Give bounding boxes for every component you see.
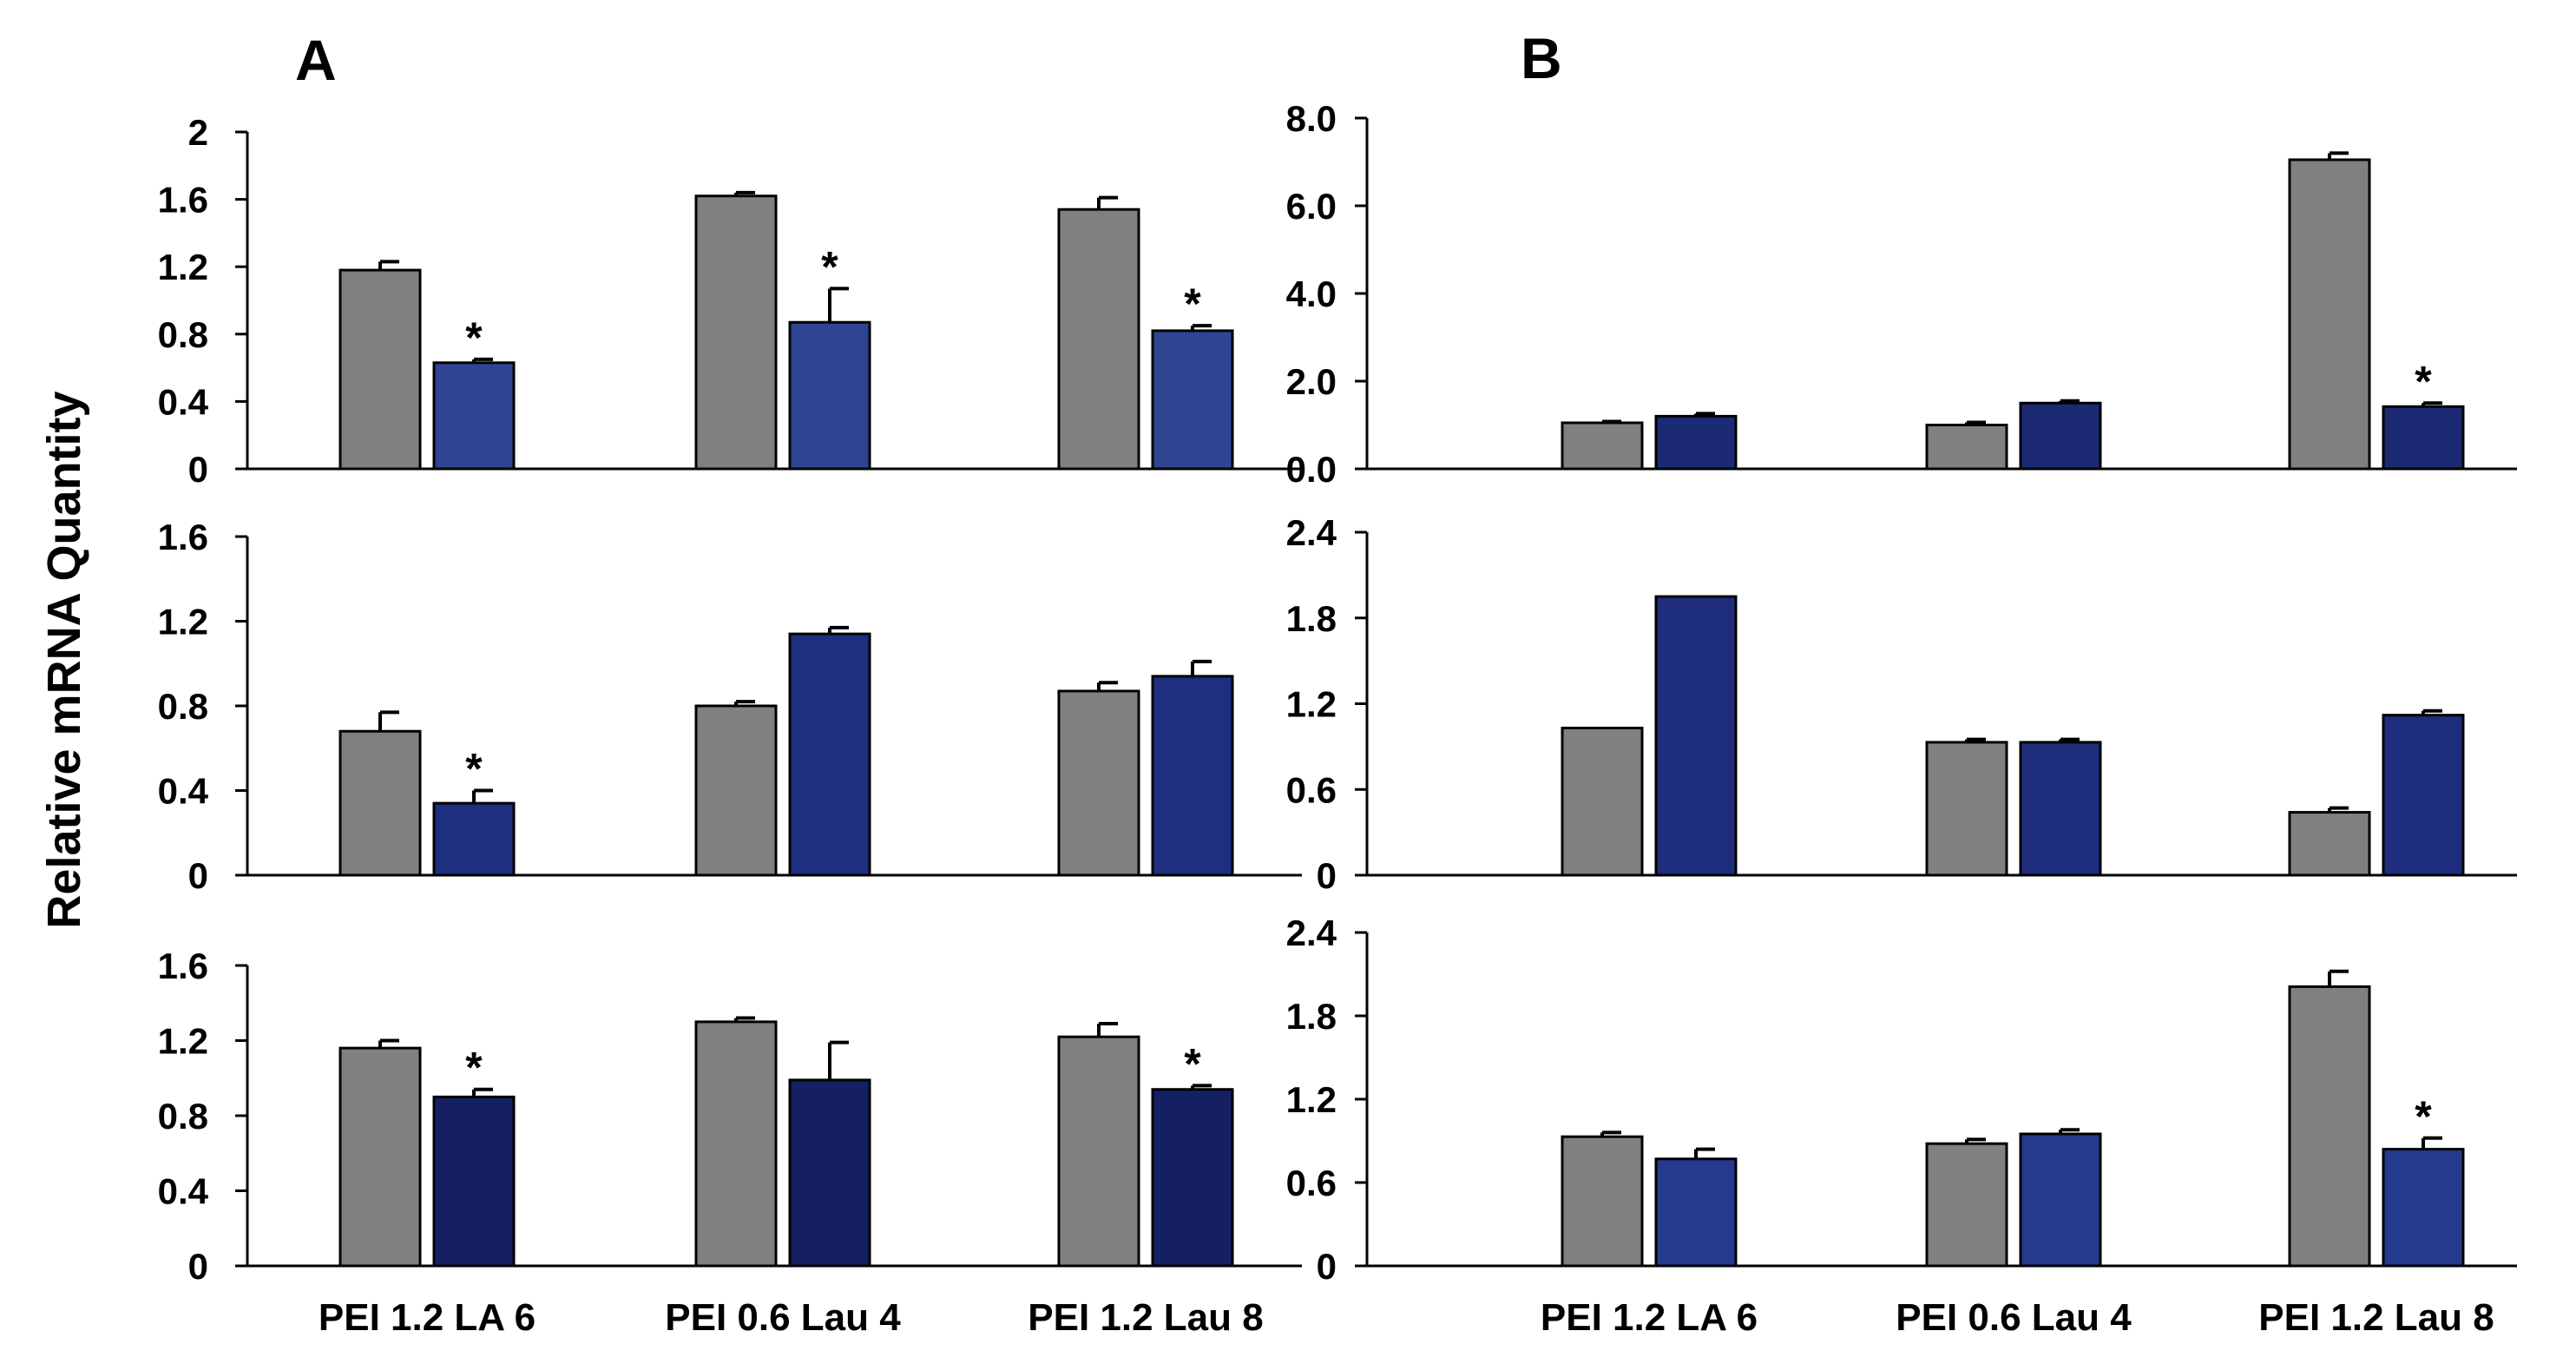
y-tick-label-a3-4: 1.6 [158,946,208,986]
x-tick-label-a-3: PEI 1.2 Lau 8 [1028,1296,1263,1339]
chart-b1: 0.0 2.0 4.0 6.0 8.0 * [1286,98,2517,490]
bar-b2-s2-c1 [1654,595,1738,877]
y-tick-label-a1-3: 1.2 [158,247,208,287]
y-tick-label-a3-3: 1.2 [158,1021,208,1062]
significance-star-b1-1: * [2415,357,2432,405]
panel-label-a: A [295,28,337,92]
bar-a3-s2-c1 [432,1095,516,1268]
bar-b3-s2-c1 [1654,1157,1738,1268]
chart-a1: 0 0.4 0.8 1.2 1.6 2 * * * [158,112,1302,490]
y-tick-label-b2-1: 0.6 [1286,769,1337,810]
bar-b2-s2-c3 [2382,714,2465,877]
x-tick-label-a-2: PEI 0.6 Lau 4 [665,1296,901,1339]
y-tick-label-a1-2: 0.8 [158,314,208,355]
bar-b1-s1-c1 [1561,421,1644,471]
y-tick-label-a2-0: 0 [188,855,208,896]
bar-a1-s2-c1 [432,361,516,471]
y-tick-label-b1-2: 4.0 [1286,273,1337,314]
y-tick-label-b2-2: 1.2 [1286,684,1337,725]
significance-star-a1-1: * [465,313,483,362]
bar-b2-s2-c2 [2019,741,2102,877]
bar-b1-s2-c1 [1654,414,1738,471]
y-tick-label-b3-4: 2.4 [1286,913,1337,953]
bar-b1-s1-c2 [1925,424,2008,471]
panel-label-b: B [1521,26,1562,90]
y-tick-label-a3-0: 0 [188,1246,208,1287]
y-tick-label-b1-1: 2.0 [1286,361,1337,402]
y-tick-label-a1-0: 0 [188,449,208,490]
y-tick-label-a3-1: 0.4 [158,1171,209,1212]
y-tick-label-a3-2: 0.8 [158,1096,208,1137]
y-tick-label-a1-4: 1.6 [158,180,208,221]
y-tick-label-a2-3: 1.2 [158,602,208,642]
bar-a1-s1-c3 [1057,208,1140,471]
bar-a3-s2-c3 [1151,1088,1234,1268]
chart-b3: 0 0.6 1.2 1.8 2.4 * [1286,913,2517,1287]
y-tick-label-a1-1: 0.4 [158,381,209,422]
y-tick-label-b1-4: 8.0 [1286,98,1337,139]
chart-a2: 0 0.4 0.8 1.2 1.6 * [158,517,1302,896]
x-tick-label-b-2: PEI 0.6 Lau 4 [1896,1296,2132,1339]
y-tick-label-b3-2: 1.2 [1286,1079,1337,1120]
y-tick-label-b2-0: 0 [1317,855,1337,896]
bar-a2-s2-c3 [1151,675,1234,877]
bar-a3-s2-c2 [788,1078,871,1268]
bar-b1-s2-c3 [2382,405,2465,471]
bar-a2-s2-c1 [432,801,516,877]
chart-panels: 0 0.4 0.8 1.2 1.6 2 * * * 0 0.4 0.8 1.2 1.6 * 0 0.4 0.8 1.… [158,98,2517,1287]
bar-b3-s2-c3 [2382,1148,2465,1268]
y-tick-label-b3-1: 0.6 [1286,1163,1337,1203]
bar-a2-s1-c1 [338,729,422,877]
bar-b1-s2-c2 [2019,401,2102,471]
y-tick-label-b3-0: 0 [1317,1246,1337,1287]
y-tick-label-a1-5: 2 [188,112,208,153]
significance-star-a3-2: * [1184,1039,1201,1088]
bar-a1-s2-c3 [1151,329,1234,471]
y-tick-label-b3-3: 1.8 [1286,996,1337,1037]
x-tick-label-b-3: PEI 1.2 Lau 8 [2258,1296,2494,1339]
bar-b1-s1-c3 [2288,158,2371,471]
x-tick-label-a-1: PEI 1.2 LA 6 [319,1296,536,1339]
significance-star-a1-2: * [821,242,838,291]
y-tick-label-b1-3: 6.0 [1286,186,1337,227]
y-tick-label-b2-3: 1.8 [1286,598,1337,639]
bar-b3-s1-c1 [1561,1135,1644,1268]
bar-a3-s1-c1 [338,1046,422,1268]
bar-b3-s1-c2 [1925,1142,2008,1268]
bar-b3-s2-c2 [2019,1132,2102,1268]
significance-star-a2-1: * [465,745,483,794]
significance-star-b3-1: * [2415,1092,2432,1141]
bar-a2-s1-c3 [1057,689,1140,877]
bar-b2-s1-c3 [2288,811,2371,877]
x-tick-label-b-1: PEI 1.2 LA 6 [1541,1296,1758,1339]
bar-a1-s1-c2 [694,194,778,471]
y-tick-label-b2-4: 2.4 [1286,512,1337,553]
bar-a1-s2-c2 [788,320,871,471]
y-tick-label-a2-4: 1.6 [158,517,208,557]
y-tick-label-b1-0: 0.0 [1286,449,1337,490]
category-labels-b: PEI 1.2 LA 6 PEI 0.6 Lau 4 PEI 1.2 Lau 8 [1541,1296,2494,1339]
bar-a2-s1-c2 [694,704,778,877]
category-labels-a: PEI 1.2 LA 6 PEI 0.6 Lau 4 PEI 1.2 Lau 8 [319,1296,1264,1339]
bar-b2-s1-c1 [1561,726,1644,877]
y-tick-label-a2-1: 0.4 [158,771,209,812]
bar-b3-s1-c3 [2288,985,2371,1268]
significance-star-a3-1: * [465,1044,483,1092]
bar-a2-s2-c2 [788,632,871,877]
significance-star-a1-3: * [1184,280,1201,328]
y-tick-label-a2-2: 0.8 [158,686,208,727]
bar-a1-s1-c1 [338,268,422,471]
bar-b2-s1-c2 [1925,741,2008,877]
chart-a3: 0 0.4 0.8 1.2 1.6 * * [158,946,1302,1287]
chart-b2: 0 0.6 1.2 1.8 2.4 [1286,512,2517,896]
y-axis-title: Relative mRNA Quantity [38,391,90,928]
bar-a3-s1-c3 [1057,1035,1140,1268]
bar-a3-s1-c2 [694,1020,778,1268]
